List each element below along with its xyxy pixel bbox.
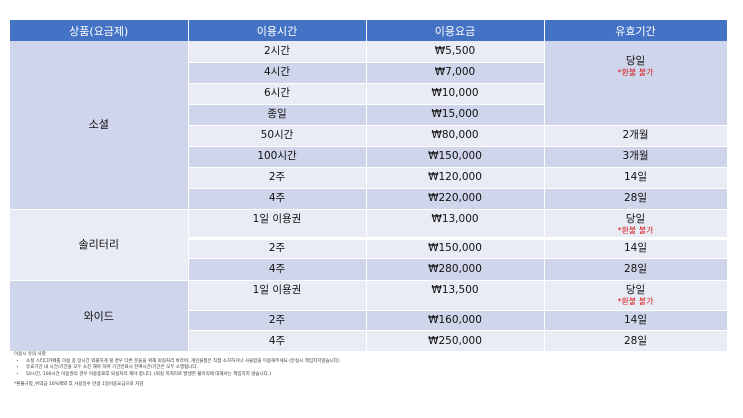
cell-validity: 14일	[544, 239, 728, 259]
cell-validity: 당일 *환불 불가	[544, 209, 728, 238]
table-row: 2주 ₩150,000 14일	[10, 239, 728, 259]
cell-time: 6시간	[188, 83, 367, 105]
cell-validity: 28일	[544, 188, 728, 210]
no-refund-note: *환불 불가	[617, 68, 654, 77]
table-row: 6시간 ₩10,000	[10, 83, 727, 105]
group-label-solitary: 솔리터리	[10, 209, 189, 281]
note-item: 소셜 스터디카페를 이용 중 장시간 외출하게 될 경우 다른 분들을 위해 퇴…	[26, 359, 729, 366]
header-validity: 유효기간	[544, 20, 728, 41]
header-fee: 이용요금	[366, 20, 545, 41]
table-header-row: 상품(요금제) 이용시간 이용요금 유효기간	[10, 20, 728, 41]
cell-time: 종일	[188, 104, 367, 126]
usage-notes: 이용시 유의 사항 소셜 스터디카페를 이용 중 장시간 외출하게 될 경우 다…	[14, 352, 729, 389]
notes-title: 이용시 유의 사항	[14, 352, 46, 357]
validity-same-day: 당일	[625, 284, 646, 296]
cell-time: 1일 이용권	[188, 280, 367, 311]
cell-price: ₩250,000	[366, 330, 545, 352]
table-row: 2주 ₩160,000 14일	[10, 310, 728, 331]
cell-price: ₩15,000	[366, 104, 545, 126]
cell-validity: 28일	[544, 330, 728, 352]
group-label-social: 소셜	[10, 41, 189, 210]
validity-same-day: 당일	[625, 212, 646, 225]
table-row: 50시간 ₩80,000 2개월	[10, 125, 728, 147]
cell-time: 2주	[188, 239, 367, 259]
no-refund-note: *환불 불가	[617, 225, 654, 235]
cell-time: 2시간	[188, 41, 367, 63]
cell-validity: 2개월	[544, 125, 728, 147]
cell-price: ₩280,000	[366, 258, 545, 281]
row-gap	[10, 237, 727, 240]
cell-price: ₩150,000	[366, 239, 545, 259]
refund-policy-footnote: *환불규정_위약금 10%제외 후 사용일수 만큼 1일이용요금으로 차감	[14, 382, 144, 388]
cell-price: ₩150,000	[366, 146, 545, 168]
cell-time: 2주	[188, 167, 367, 189]
table-row: 와이드 1일 이용권 ₩13,500 당일 *환불 불가	[10, 280, 728, 352]
cell-time: 1일 이용권	[188, 209, 367, 238]
cell-time: 4주	[188, 188, 367, 210]
no-refund-note: *환불 불가	[617, 297, 654, 306]
cell-price: ₩7,000	[366, 62, 545, 84]
cell-time: 4주	[188, 258, 367, 281]
note-item: 50시간, 100시간 이용권의 경우 이용종료후 퇴실처리 해야 합니다. (…	[26, 372, 729, 379]
cell-price: ₩160,000	[366, 310, 545, 331]
cell-validity-merged: 당일 *환불 불가	[544, 41, 728, 126]
table-row: 4주 ₩250,000 28일	[10, 330, 728, 352]
table-row: 4시간 ₩7,000	[10, 62, 727, 84]
table-row: 솔리터리 1일 이용권 ₩13,000 당일 *환불 불가	[10, 209, 728, 281]
cell-validity: 14일	[544, 167, 728, 189]
cell-price: ₩13,500	[366, 280, 545, 311]
cell-time: 50시간	[188, 125, 367, 147]
notes-list: 소셜 스터디카페를 이용 중 장시간 외출하게 될 경우 다른 분들을 위해 퇴…	[14, 359, 729, 379]
header-usage-time: 이용시간	[188, 20, 367, 41]
cell-price: ₩220,000	[366, 188, 545, 210]
table-row: 100시간 ₩150,000 3개월	[10, 146, 728, 168]
cell-price: ₩120,000	[366, 167, 545, 189]
table-row: 소셜 2시간 ₩5,500 당일 *환불 불가	[10, 41, 728, 210]
cell-time: 4시간	[188, 62, 367, 84]
validity-same-day: 당일	[625, 55, 646, 67]
cell-validity: 28일	[544, 258, 728, 281]
table-row: 4주 ₩280,000 28일	[10, 258, 728, 281]
cell-time: 4주	[188, 330, 367, 352]
header-product: 상품(요금제)	[10, 20, 189, 41]
note-item: 유효기간 내 시간/기간을 모두 소진 해야 하며 기간만료시 잔여시간/기간은…	[26, 365, 729, 372]
cell-price: ₩5,500	[366, 41, 545, 63]
cell-validity: 당일 *환불 불가	[544, 280, 728, 311]
cell-validity: 3개월	[544, 146, 728, 168]
table-row: 4주 ₩220,000 28일	[10, 188, 728, 210]
table-row: 2주 ₩120,000 14일	[10, 167, 728, 189]
cell-time: 100시간	[188, 146, 367, 168]
cell-price: ₩13,000	[366, 209, 545, 238]
cell-validity: 14일	[544, 310, 728, 331]
table-row: 종일 ₩15,000	[10, 104, 727, 126]
pricing-table: 상품(요금제) 이용시간 이용요금 유효기간 소셜 2시간 ₩5,500 당일 …	[10, 20, 728, 352]
cell-price: ₩10,000	[366, 83, 545, 105]
group-label-wide: 와이드	[10, 280, 189, 352]
cell-price: ₩80,000	[366, 125, 545, 147]
cell-time: 2주	[188, 310, 367, 331]
